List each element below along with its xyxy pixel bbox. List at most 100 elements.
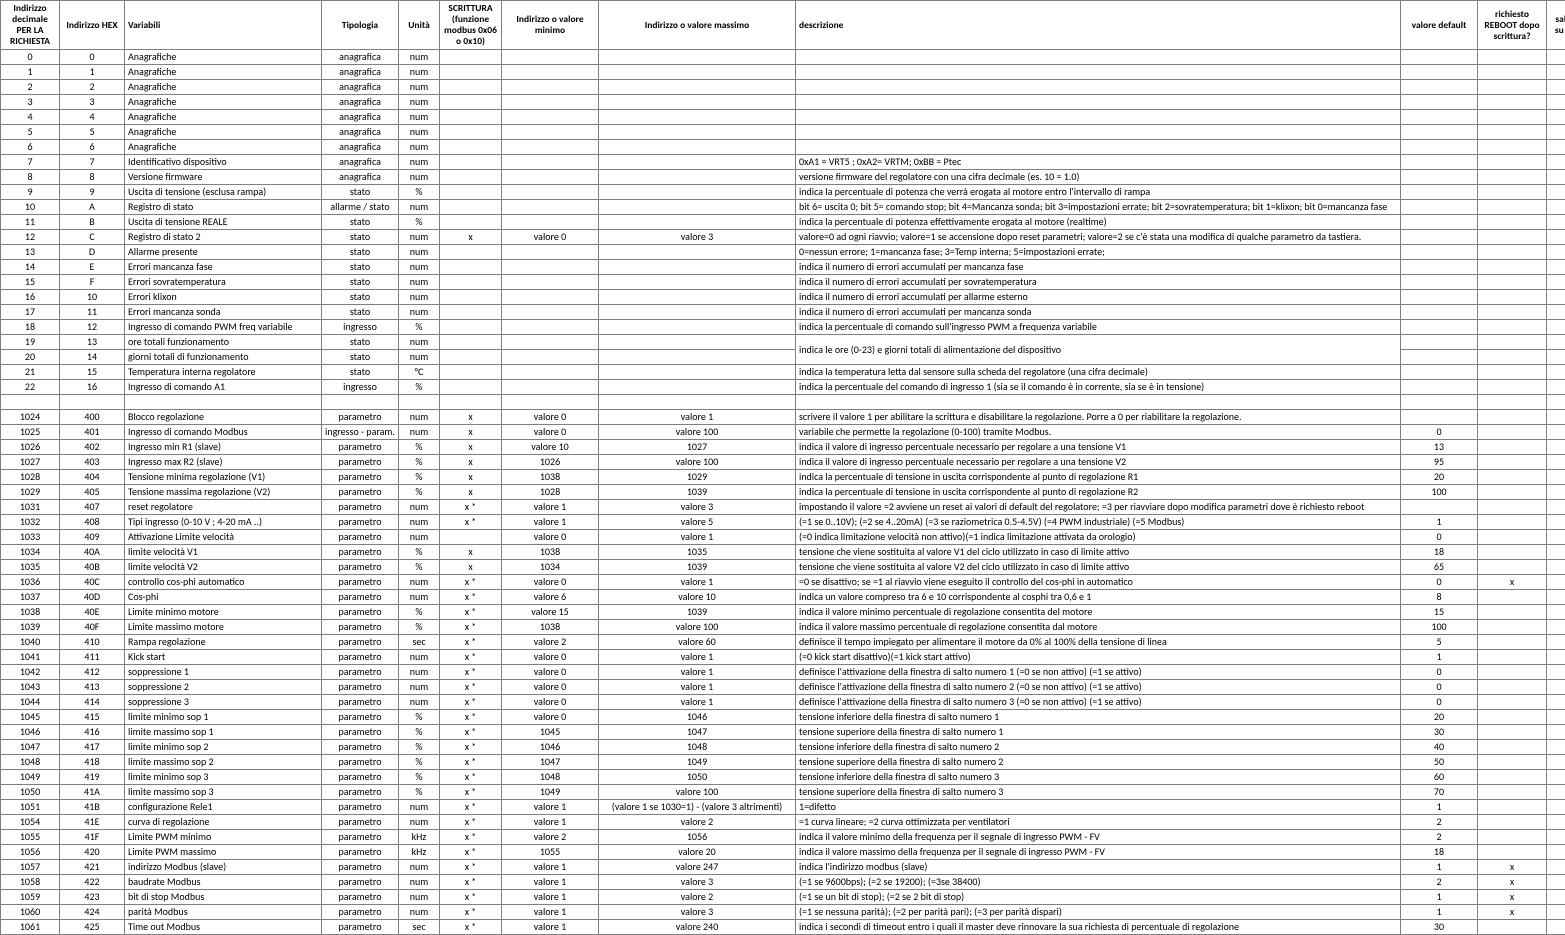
table-row: 1032408Tipi ingresso (0-10 V ; 4-20 mA .… [1, 515, 1565, 530]
cell: 5 [60, 125, 125, 140]
cell: indica un valore compreso tra 6 e 10 cor… [796, 590, 1401, 605]
cell: 0 [1401, 665, 1478, 680]
cell: x * [440, 515, 502, 530]
cell [599, 50, 796, 65]
cell: 40D [60, 590, 125, 605]
cell: 400 [60, 410, 125, 425]
cell: 2 [1401, 875, 1478, 890]
cell [1547, 155, 1565, 170]
cell: 10 [1, 200, 60, 215]
cell: valore 0 [502, 575, 599, 590]
cell: Limite PWM massimo [125, 845, 322, 860]
table-row: 1610Errori klixonstatonumindica il numer… [1, 290, 1565, 305]
cell: x [1547, 785, 1565, 800]
cell [502, 380, 599, 395]
cell [796, 110, 1401, 125]
cell [1401, 140, 1478, 155]
table-row: 66Anagraficheanagraficanum [1, 140, 1565, 155]
cell: 50 [1401, 755, 1478, 770]
cell: 0 [60, 50, 125, 65]
cell: 1035 [1, 560, 60, 575]
cell: 5 [1401, 635, 1478, 650]
cell: tensione superiore della finestra di sal… [796, 755, 1401, 770]
cell: 1028 [1, 470, 60, 485]
cell: % [399, 605, 440, 620]
cell [440, 320, 502, 335]
cell: num [399, 815, 440, 830]
cell: 9 [1, 185, 60, 200]
cell: x [1547, 575, 1565, 590]
cell [440, 365, 502, 380]
cell [1547, 380, 1565, 395]
cell [1478, 485, 1547, 500]
cell: 415 [60, 710, 125, 725]
cell: parametro [322, 575, 399, 590]
cell [599, 215, 796, 230]
cell: valore 3 [599, 230, 796, 245]
cell [599, 350, 796, 365]
cell: 30 [1401, 725, 1478, 740]
cell: 15 [1401, 605, 1478, 620]
cell: 30 [1401, 920, 1478, 935]
cell: num [399, 230, 440, 245]
cell [1401, 80, 1478, 95]
cell: stato [322, 290, 399, 305]
cell: kHz [399, 845, 440, 860]
table-row: 11BUscita di tensione REALEstato%indica … [1, 215, 1565, 230]
table-row: 1711Errori mancanza sondastatonumindica … [1, 305, 1565, 320]
cell: x [440, 440, 502, 455]
cell: 19 [1, 335, 60, 350]
cell: 1 [1401, 650, 1478, 665]
cell [440, 380, 502, 395]
cell: 1 [1401, 515, 1478, 530]
cell: parametro [322, 650, 399, 665]
cell: x * [440, 875, 502, 890]
cell: valore 0 [502, 680, 599, 695]
cell: 0 [1401, 530, 1478, 545]
cell: valore 6 [502, 590, 599, 605]
cell: ore totali funzionamento [125, 335, 322, 350]
cell: Anagrafiche [125, 65, 322, 80]
cell [1478, 605, 1547, 620]
col-header-c9: valore default [1401, 1, 1478, 50]
cell: 1060 [1, 905, 60, 920]
cell [1547, 200, 1565, 215]
cell: 409 [60, 530, 125, 545]
cell: anagrafica [322, 170, 399, 185]
cell [599, 140, 796, 155]
cell: x [1547, 455, 1565, 470]
cell [502, 350, 599, 365]
col-header-c5: SCRITTURA (funzione modbus 0x06 o 0x10) [440, 1, 502, 50]
cell: % [399, 725, 440, 740]
cell: parametro [322, 860, 399, 875]
cell: 3 [60, 95, 125, 110]
cell: num [399, 350, 440, 365]
cell [1547, 410, 1565, 425]
cell: num [399, 515, 440, 530]
cell [1478, 650, 1547, 665]
cell: allarme / stato [322, 200, 399, 215]
cell [1547, 335, 1565, 350]
cell: valore 1 [502, 815, 599, 830]
cell [1547, 395, 1565, 410]
cell [1478, 770, 1547, 785]
table-row: 105541FLimite PWM minimoparametrokHzx *v… [1, 830, 1565, 845]
cell: parametro [322, 785, 399, 800]
cell [1478, 500, 1547, 515]
table-row: 103640Ccontrollo cos-phi automaticoparam… [1, 575, 1565, 590]
cell: % [399, 545, 440, 560]
table-row: 1042412soppressione 1parametronumx *valo… [1, 665, 1565, 680]
cell: (=1 se 9600bps); (=2 se 19200); (=3se 38… [796, 875, 1401, 890]
cell [440, 65, 502, 80]
cell: indica il numero di errori accumulati pe… [796, 260, 1401, 275]
cell: 1056 [599, 830, 796, 845]
cell: versione firmware del regolatore con una… [796, 170, 1401, 185]
cell [1401, 200, 1478, 215]
cell: num [399, 110, 440, 125]
cell [1478, 95, 1547, 110]
col-header-c3: Tipologia [322, 1, 399, 50]
cell: x * [440, 860, 502, 875]
cell: num [399, 50, 440, 65]
cell: x [1547, 635, 1565, 650]
cell [1478, 155, 1547, 170]
